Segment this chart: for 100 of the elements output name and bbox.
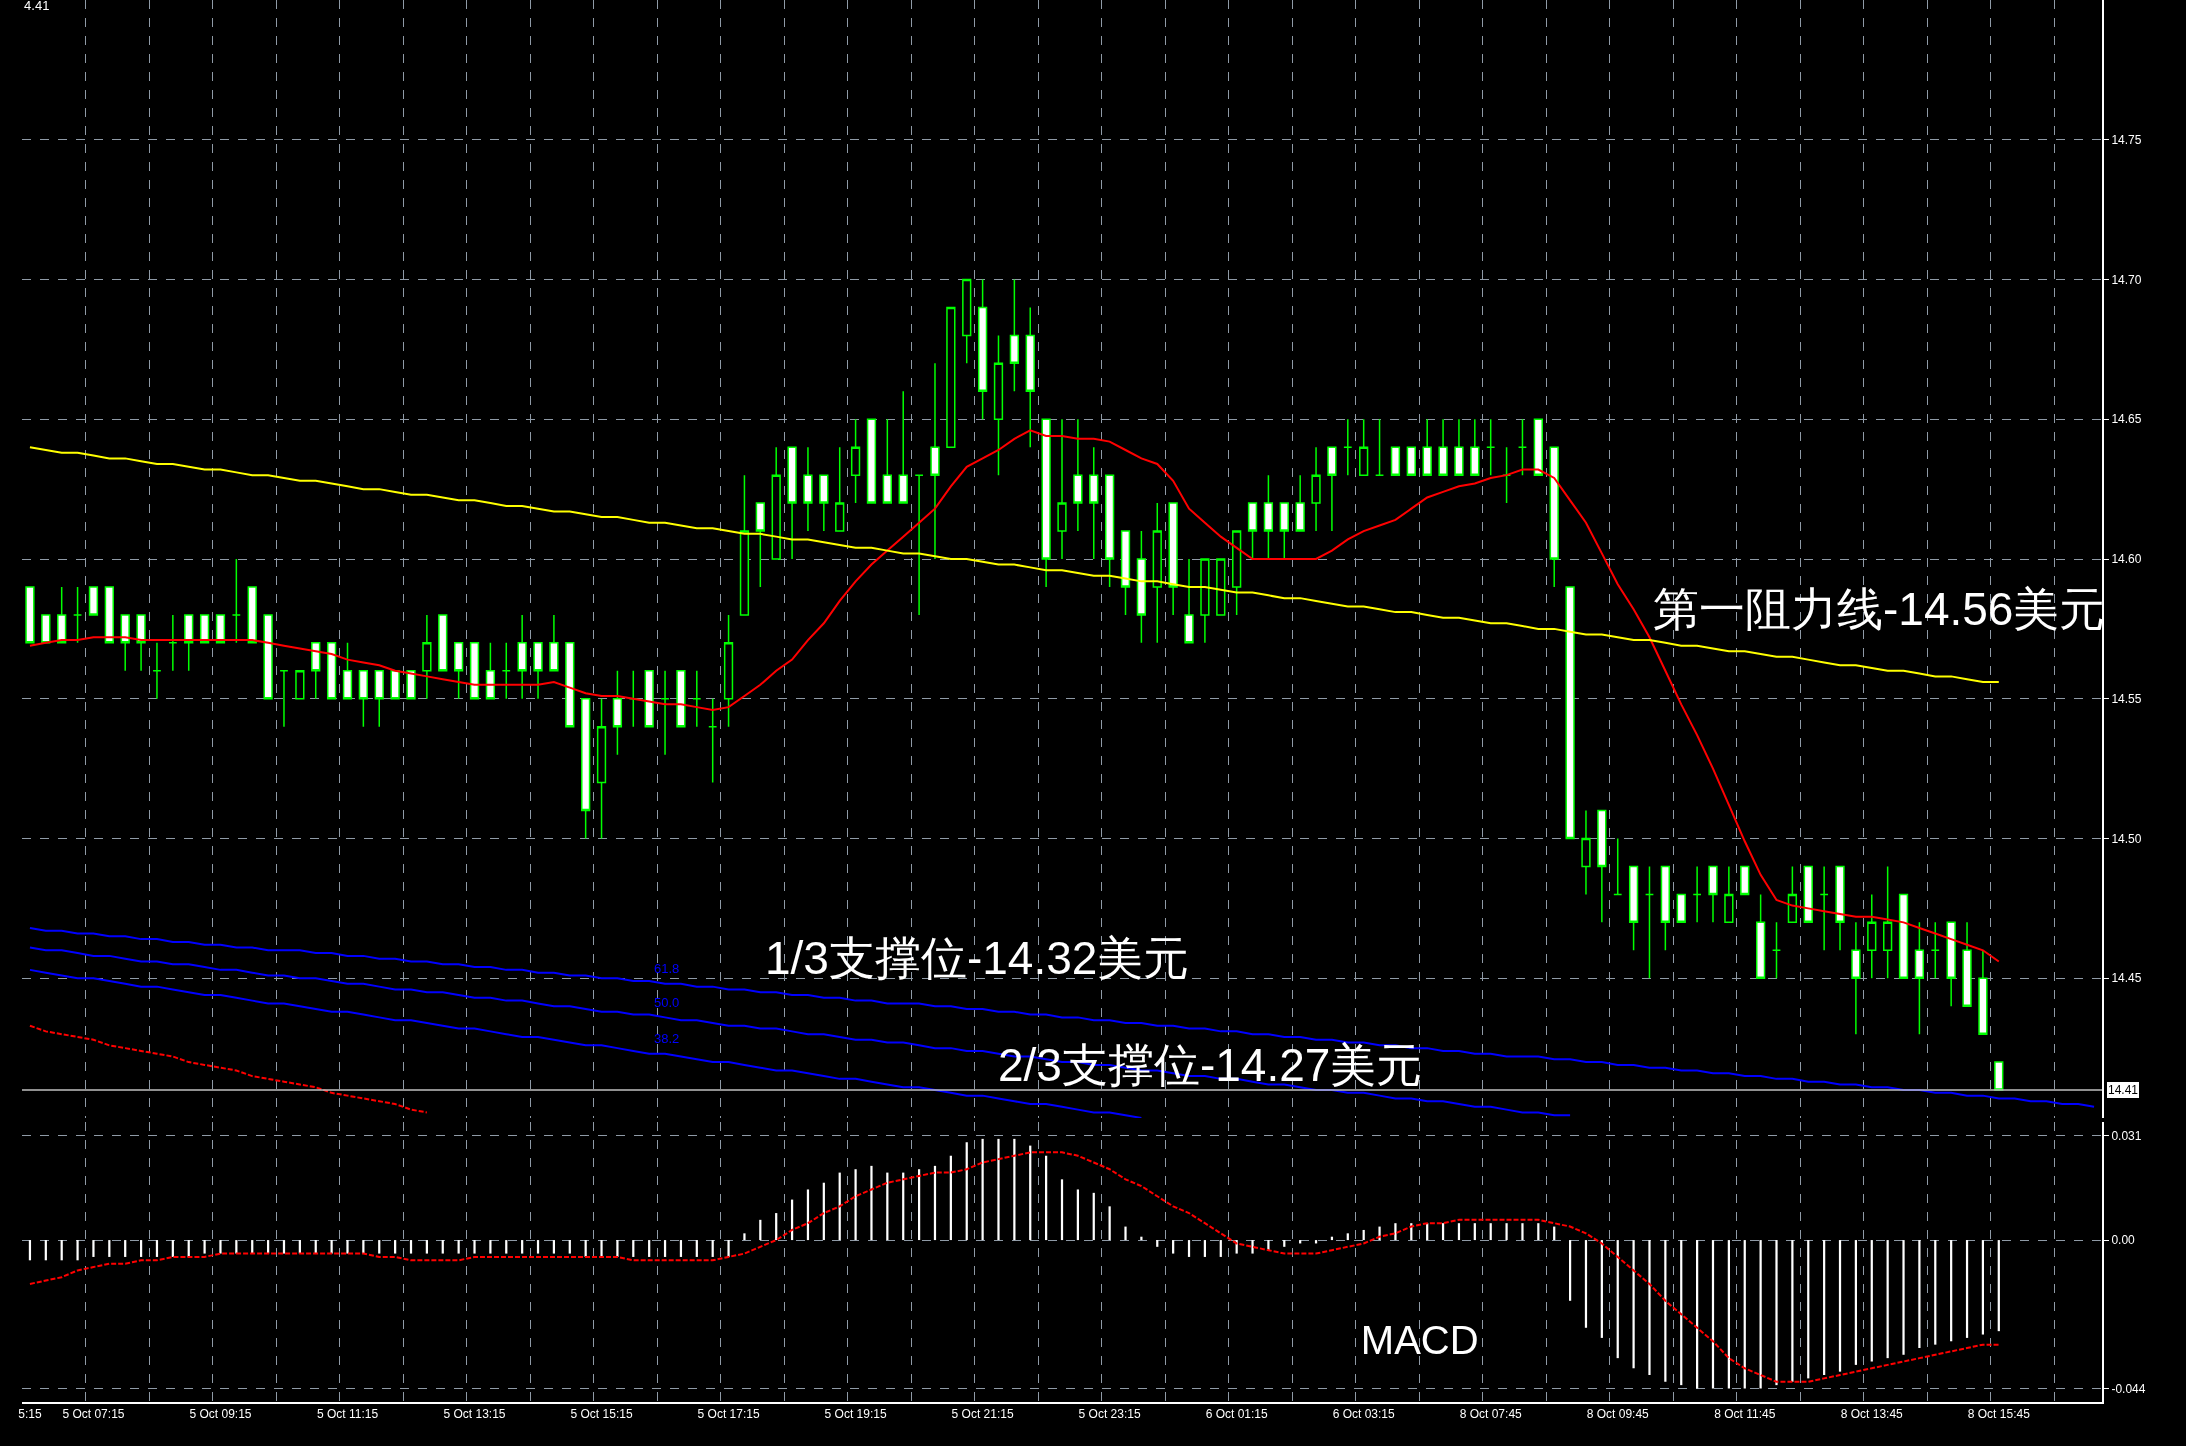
candlestick — [1343, 418, 1353, 476]
candlestick — [1486, 418, 1496, 476]
line-series — [28, 1151, 2000, 1383]
candlestick — [962, 278, 972, 365]
bar — [1918, 1240, 1921, 1349]
bar — [1886, 1240, 1889, 1359]
bar — [870, 1165, 873, 1241]
bar — [1965, 1240, 1969, 1338]
bar — [1632, 1240, 1635, 1369]
candlestick — [1216, 558, 1226, 616]
candlestick — [231, 558, 241, 644]
bar — [378, 1240, 381, 1254]
candlestick — [1787, 865, 1798, 924]
candlestick — [1549, 446, 1559, 588]
bar — [1902, 1240, 1905, 1355]
bar — [1108, 1206, 1111, 1241]
candlestick — [692, 670, 702, 728]
candlestick — [41, 614, 51, 644]
candlestick — [850, 418, 861, 504]
bar — [600, 1240, 603, 1257]
bar — [632, 1240, 635, 1257]
candlestick — [1073, 418, 1083, 532]
bar — [1854, 1240, 1857, 1365]
candlestick — [898, 390, 908, 504]
x-tick-label: 8 Oct 13:45 — [1840, 1407, 1904, 1422]
candlestick — [946, 306, 956, 448]
annotation: 第一阻力线-14.56美元 — [1653, 583, 2106, 635]
bar — [489, 1240, 492, 1254]
series-label: 50.0 — [654, 995, 680, 1010]
bar — [92, 1240, 95, 1257]
candlestick — [1454, 418, 1464, 476]
candlestick — [1232, 530, 1242, 616]
bar — [219, 1240, 222, 1254]
candlestick — [1390, 446, 1401, 476]
candlestick — [914, 474, 924, 616]
candlestick — [1930, 921, 1940, 979]
candlestick — [215, 614, 226, 644]
bar — [663, 1240, 667, 1257]
bar — [1981, 1240, 1985, 1335]
candlestick — [1136, 530, 1147, 644]
candlestick — [930, 362, 940, 560]
bar — [1823, 1240, 1826, 1376]
bar — [473, 1240, 476, 1254]
y-tick-label: 0.031 — [2111, 1128, 2142, 1143]
candlestick — [1359, 418, 1369, 476]
candlestick — [1597, 809, 1607, 924]
x-tick-label: 5 Oct 07:15 — [62, 1407, 125, 1422]
candlestick — [501, 642, 511, 700]
x-tick-label: 5 Oct 15:15 — [570, 1407, 633, 1422]
candlestick — [1041, 418, 1051, 588]
y-tick-label: 14.65 — [2111, 412, 2142, 427]
candlestick — [1803, 865, 1813, 924]
candlestick — [1708, 865, 1718, 924]
bar — [1807, 1240, 1810, 1379]
candlestick — [1311, 446, 1321, 532]
candlestick — [57, 586, 67, 644]
candlestick — [1851, 921, 1861, 1035]
candlestick — [1295, 474, 1305, 532]
candlestick — [1660, 865, 1670, 952]
candlestick — [977, 278, 988, 420]
x-tick-label: 6 Oct 03:15 — [1332, 1407, 1396, 1422]
bar — [775, 1213, 778, 1241]
bar — [568, 1240, 571, 1254]
candlestick — [723, 614, 734, 728]
y-tick-label: 14.75 — [2111, 132, 2142, 147]
candlestick — [295, 670, 305, 700]
candlestick — [771, 446, 781, 560]
bar — [1727, 1240, 1730, 1389]
candlestick — [152, 642, 162, 700]
bar — [1521, 1223, 1524, 1241]
candlestick — [1724, 865, 1734, 924]
x-tick-label: 8 Oct 09:45 — [1586, 1407, 1650, 1422]
candlestick — [485, 642, 496, 700]
x-tick-label: 5 Oct 21:15 — [951, 1407, 1014, 1422]
candlestick — [755, 502, 765, 588]
candlestick — [1692, 865, 1702, 924]
candlestick — [1089, 446, 1099, 560]
bar — [1045, 1155, 1048, 1241]
candlestick — [1152, 502, 1162, 644]
x-tick-label: 5 Oct 23:15 — [1078, 1407, 1141, 1422]
candlestick — [708, 698, 718, 784]
candlestick — [739, 474, 750, 616]
candlestick — [454, 642, 464, 700]
bar — [1219, 1240, 1222, 1257]
candlestick — [1374, 418, 1385, 476]
bar — [505, 1240, 508, 1254]
bar — [552, 1240, 556, 1254]
candlestick — [326, 642, 337, 700]
candlestick — [1470, 418, 1480, 476]
bar — [1791, 1240, 1794, 1382]
candlestick — [1628, 865, 1639, 952]
candlestick — [565, 642, 575, 728]
candlestick — [168, 614, 178, 672]
bar — [457, 1240, 460, 1254]
candlestick — [120, 614, 130, 672]
bar — [155, 1240, 159, 1257]
bar — [695, 1240, 698, 1257]
candlestick — [993, 334, 1004, 476]
candlestick — [1581, 809, 1591, 896]
bar — [282, 1240, 286, 1254]
